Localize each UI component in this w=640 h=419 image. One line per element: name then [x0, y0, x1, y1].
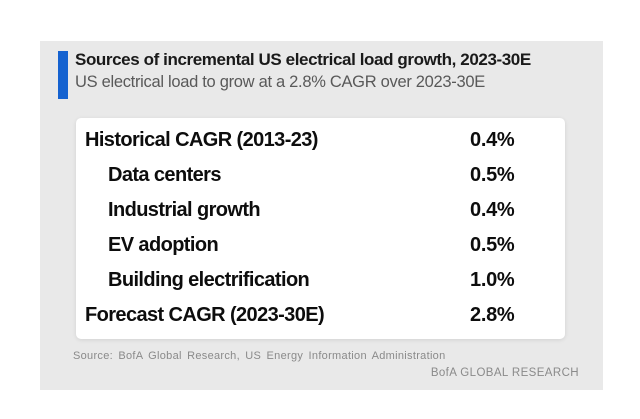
table-row: Historical CAGR (2013-23) 0.4%: [76, 123, 565, 158]
row-value: 0.5%: [470, 234, 515, 256]
table-row: EV adoption 0.5%: [76, 228, 565, 263]
row-label: Forecast CAGR (2023-30E): [85, 304, 325, 326]
row-label: EV adoption: [108, 234, 219, 256]
exhibit-title: Sources of incremental US electrical loa…: [75, 50, 531, 69]
exhibit-header: Sources of incremental US electrical loa…: [75, 48, 585, 93]
row-value: 1.0%: [470, 269, 515, 291]
row-value: 0.5%: [470, 164, 515, 186]
row-label: Building electrification: [108, 269, 310, 291]
row-value: 0.4%: [470, 129, 515, 151]
row-value: 0.4%: [470, 199, 515, 221]
table-row: Industrial growth 0.4%: [76, 193, 565, 228]
exhibit-card: Sources of incremental US electrical loa…: [40, 41, 603, 390]
table-row: Data centers 0.5%: [76, 158, 565, 193]
data-table-panel: Historical CAGR (2013-23) 0.4% Data cent…: [76, 118, 565, 339]
row-value: 2.8%: [470, 304, 515, 326]
row-label: Industrial growth: [108, 199, 261, 221]
source-attribution: Source: BofA Global Research, US Energy …: [73, 350, 446, 362]
accent-bar: [58, 51, 68, 99]
table-row: Building electrification 1.0%: [76, 263, 565, 298]
row-label: Data centers: [108, 164, 221, 186]
table-row: Forecast CAGR (2023-30E) 2.8%: [76, 298, 565, 333]
exhibit-subtitle: US electrical load to grow at a 2.8% CAG…: [75, 73, 485, 91]
brand-label: BofA GLOBAL RESEARCH: [430, 367, 579, 379]
row-label: Historical CAGR (2013-23): [85, 129, 318, 151]
